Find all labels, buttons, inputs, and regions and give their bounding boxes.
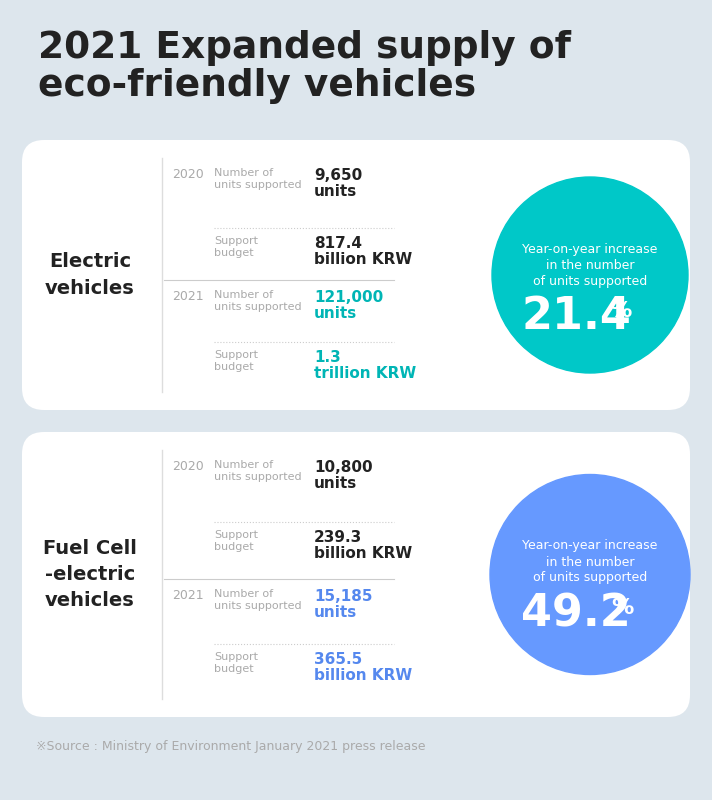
- Text: 817.4: 817.4: [314, 236, 362, 251]
- Text: Support
budget: Support budget: [214, 530, 258, 552]
- Text: 2020: 2020: [172, 460, 204, 473]
- Circle shape: [492, 177, 688, 373]
- Text: Year-on-year increase: Year-on-year increase: [523, 539, 658, 553]
- Text: ※Source : Ministry of Environment January 2021 press release: ※Source : Ministry of Environment Januar…: [36, 740, 426, 753]
- Text: 2021: 2021: [172, 290, 204, 303]
- Text: Support
budget: Support budget: [214, 350, 258, 372]
- Text: 239.3: 239.3: [314, 530, 362, 545]
- Text: Number of
units supported: Number of units supported: [214, 589, 302, 611]
- Text: of units supported: of units supported: [533, 275, 647, 288]
- Text: Electric
vehicles: Electric vehicles: [45, 252, 135, 298]
- Text: units: units: [314, 476, 357, 491]
- Text: Number of
units supported: Number of units supported: [214, 168, 302, 190]
- Text: units: units: [314, 605, 357, 620]
- FancyBboxPatch shape: [22, 140, 690, 410]
- Text: Support
budget: Support budget: [214, 652, 258, 674]
- Text: units: units: [314, 306, 357, 321]
- Text: in the number: in the number: [546, 555, 634, 569]
- Text: 49.2: 49.2: [521, 593, 631, 635]
- Text: %: %: [609, 301, 631, 321]
- Text: of units supported: of units supported: [533, 571, 647, 585]
- Text: 2020: 2020: [172, 168, 204, 181]
- Text: units: units: [314, 184, 357, 199]
- Text: 9,650: 9,650: [314, 168, 362, 183]
- Text: eco-friendly vehicles: eco-friendly vehicles: [38, 68, 476, 104]
- Text: Number of
units supported: Number of units supported: [214, 460, 302, 482]
- Text: 2021: 2021: [172, 589, 204, 602]
- Text: Year-on-year increase: Year-on-year increase: [523, 243, 658, 256]
- Text: Fuel Cell
-electric
vehicles: Fuel Cell -electric vehicles: [43, 538, 137, 610]
- Text: 2021 Expanded supply of: 2021 Expanded supply of: [38, 30, 571, 66]
- Text: in the number: in the number: [546, 259, 634, 272]
- Text: 121,000: 121,000: [314, 290, 383, 305]
- Text: billion KRW: billion KRW: [314, 252, 412, 267]
- Text: Support
budget: Support budget: [214, 236, 258, 258]
- Text: billion KRW: billion KRW: [314, 546, 412, 561]
- Text: billion KRW: billion KRW: [314, 668, 412, 683]
- Text: 15,185: 15,185: [314, 589, 372, 604]
- Text: 365.5: 365.5: [314, 652, 362, 667]
- Text: Number of
units supported: Number of units supported: [214, 290, 302, 312]
- Text: trillion KRW: trillion KRW: [314, 366, 417, 381]
- Text: 21.4: 21.4: [521, 295, 631, 338]
- Text: %: %: [611, 598, 633, 618]
- Circle shape: [490, 474, 690, 674]
- FancyBboxPatch shape: [22, 432, 690, 717]
- Text: 10,800: 10,800: [314, 460, 372, 475]
- Text: 1.3: 1.3: [314, 350, 341, 365]
